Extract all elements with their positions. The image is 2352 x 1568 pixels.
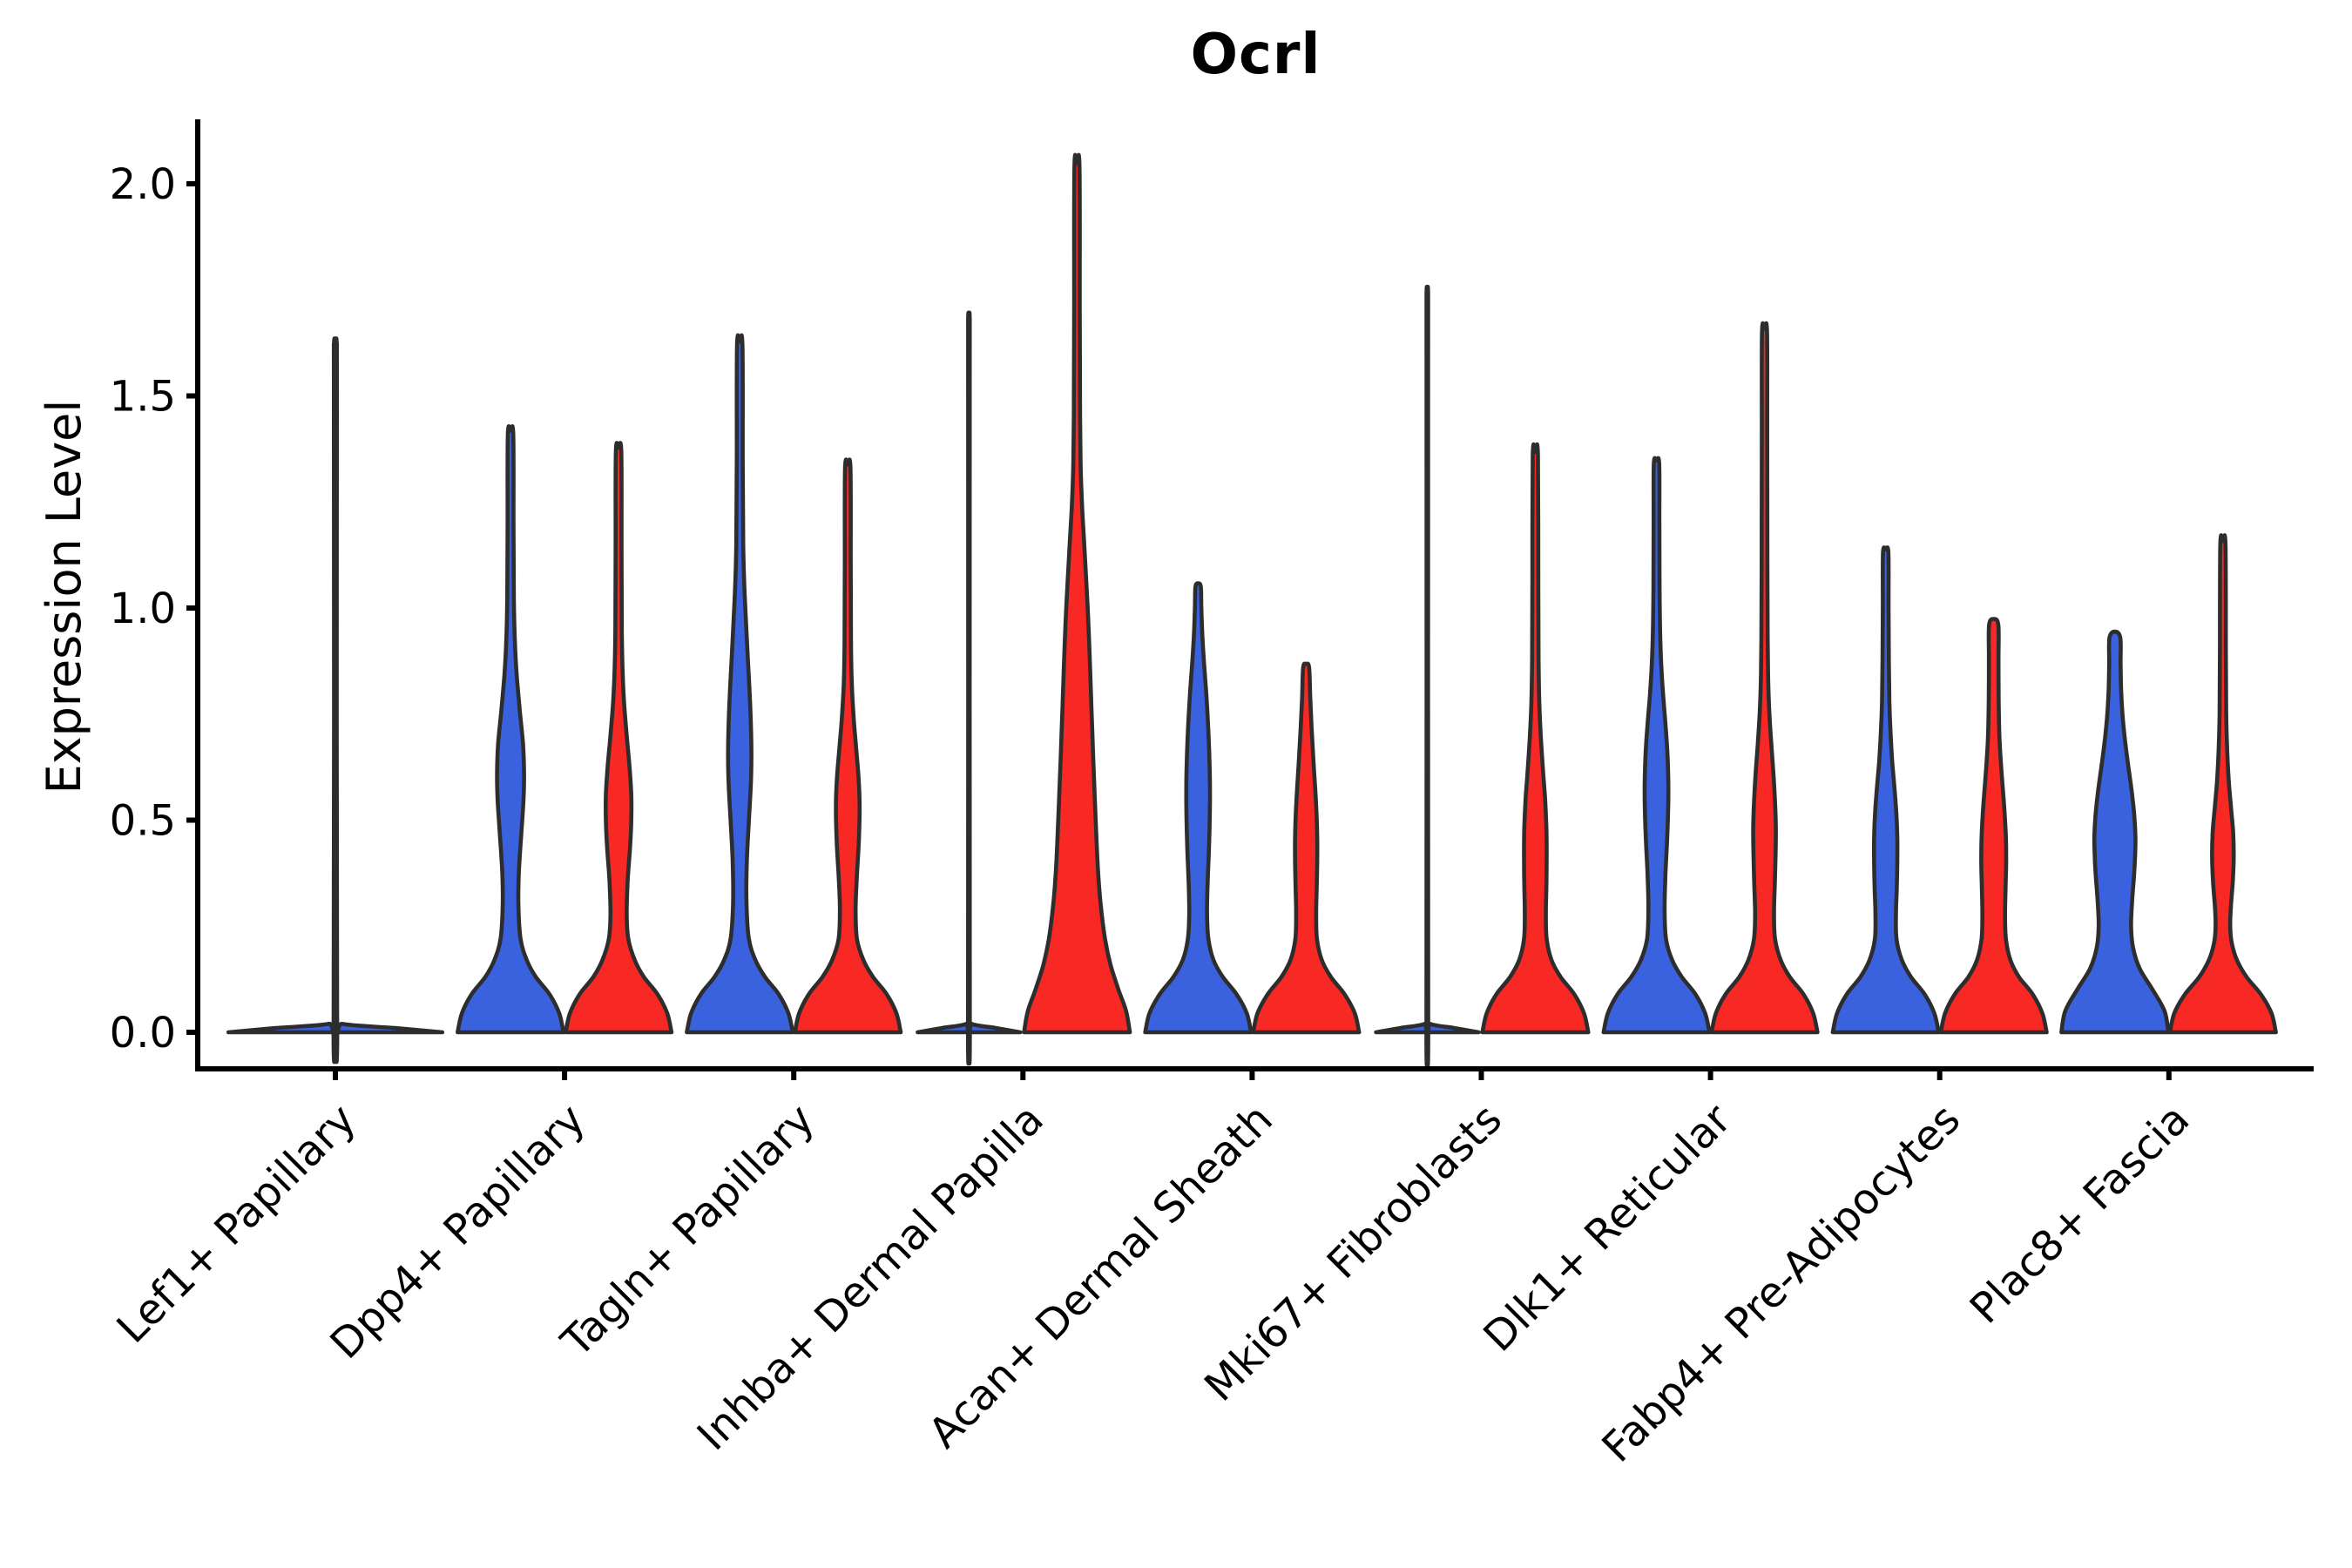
y-tick-label: 1.0 [110, 585, 176, 633]
violin-dlk1-reticular-blue [1601, 456, 1712, 1035]
violin-inhba-dermal-papilla-blue [916, 310, 1023, 1066]
y-tick-label: 2.0 [110, 160, 176, 209]
y-axis-label: Expression Level [37, 399, 91, 794]
y-tick-label: 1.5 [110, 373, 176, 422]
violin-mki67-fibroblasts-red [1480, 442, 1591, 1035]
violin-dlk1-reticular-red [1709, 321, 1820, 1035]
violin-lef1-papillary-blue [226, 336, 445, 1064]
x-tick-label-tagln-papillary: Tagln+ Papillary [551, 1095, 823, 1367]
y-tick-label: 0.0 [110, 1009, 176, 1058]
violin-fabp4-pre-adipocytes-blue [1830, 545, 1941, 1035]
violin-tagln-papillary-blue [685, 333, 795, 1035]
violin-inhba-dermal-papilla-red [1022, 152, 1132, 1035]
violin-fabp4-pre-adipocytes-red [1938, 617, 2049, 1035]
violin-acan-dermal-sheath-red [1251, 661, 1362, 1035]
violin-tagln-papillary-red [793, 457, 903, 1035]
x-tick-label-plac8-fascia: Plac8+ Fascia [1961, 1095, 2200, 1334]
violin-mki67-fibroblasts-blue [1374, 284, 1481, 1067]
x-tick-label-dpp4-papillary: Dpp4+ Papillary [321, 1095, 595, 1369]
x-tick-label-dlk1-reticular: Dlk1+ Reticular [1474, 1095, 1740, 1362]
violin-dpp4-papillary-red [564, 441, 674, 1035]
violin-plac8-fascia-red [2167, 533, 2278, 1035]
x-tick-label-lef1-papillary: Lef1+ Papillary [108, 1095, 366, 1353]
violin-dpp4-papillary-blue [456, 423, 566, 1035]
violin-acan-dermal-sheath-blue [1143, 581, 1254, 1035]
chart-title: Ocrl [1190, 23, 1321, 87]
violin-plac8-fascia-blue [2059, 629, 2171, 1035]
y-tick-label: 0.5 [110, 797, 176, 846]
